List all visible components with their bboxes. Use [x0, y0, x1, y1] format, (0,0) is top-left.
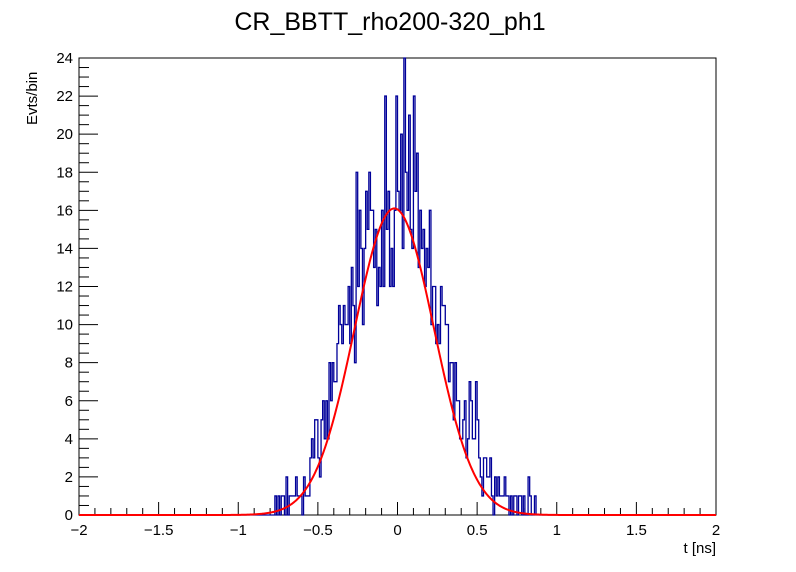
y-tick-label: 2: [65, 469, 73, 486]
y-tick-label: 8: [65, 355, 73, 372]
y-tick-label: 20: [56, 126, 73, 143]
y-tick-label: 14: [56, 240, 73, 257]
y-axis-label: Evts/bin: [24, 72, 41, 125]
y-tick-label: 0: [65, 507, 73, 524]
chart-title: CR_BBTT_rho200-320_ph1: [234, 8, 545, 36]
y-tick-label: 4: [65, 431, 73, 448]
histogram-series: [79, 57, 716, 516]
y-tick-label: 24: [56, 50, 73, 67]
y-tick-label: 10: [56, 317, 73, 334]
x-tick-label: 2: [712, 522, 720, 539]
y-tick-label: 12: [56, 279, 73, 296]
gaussian-fit-curve: [79, 207, 716, 516]
y-tick-label: 18: [56, 164, 73, 181]
y-tick-label: 6: [65, 393, 73, 410]
x-tick-label: 0.5: [467, 522, 488, 539]
x-tick-label: 1: [553, 522, 561, 539]
x-tick-label: 0: [393, 522, 401, 539]
y-tick-label: 16: [56, 202, 73, 219]
x-axis-label: t [ns]: [683, 540, 716, 557]
x-tick-label: −1: [230, 522, 247, 539]
x-tick-label: −0.5: [303, 522, 333, 539]
y-tick-label: 22: [56, 88, 73, 105]
x-tick-label: −1.5: [144, 522, 174, 539]
x-tick-label: 1.5: [626, 522, 647, 539]
x-tick-label: −2: [70, 522, 87, 539]
